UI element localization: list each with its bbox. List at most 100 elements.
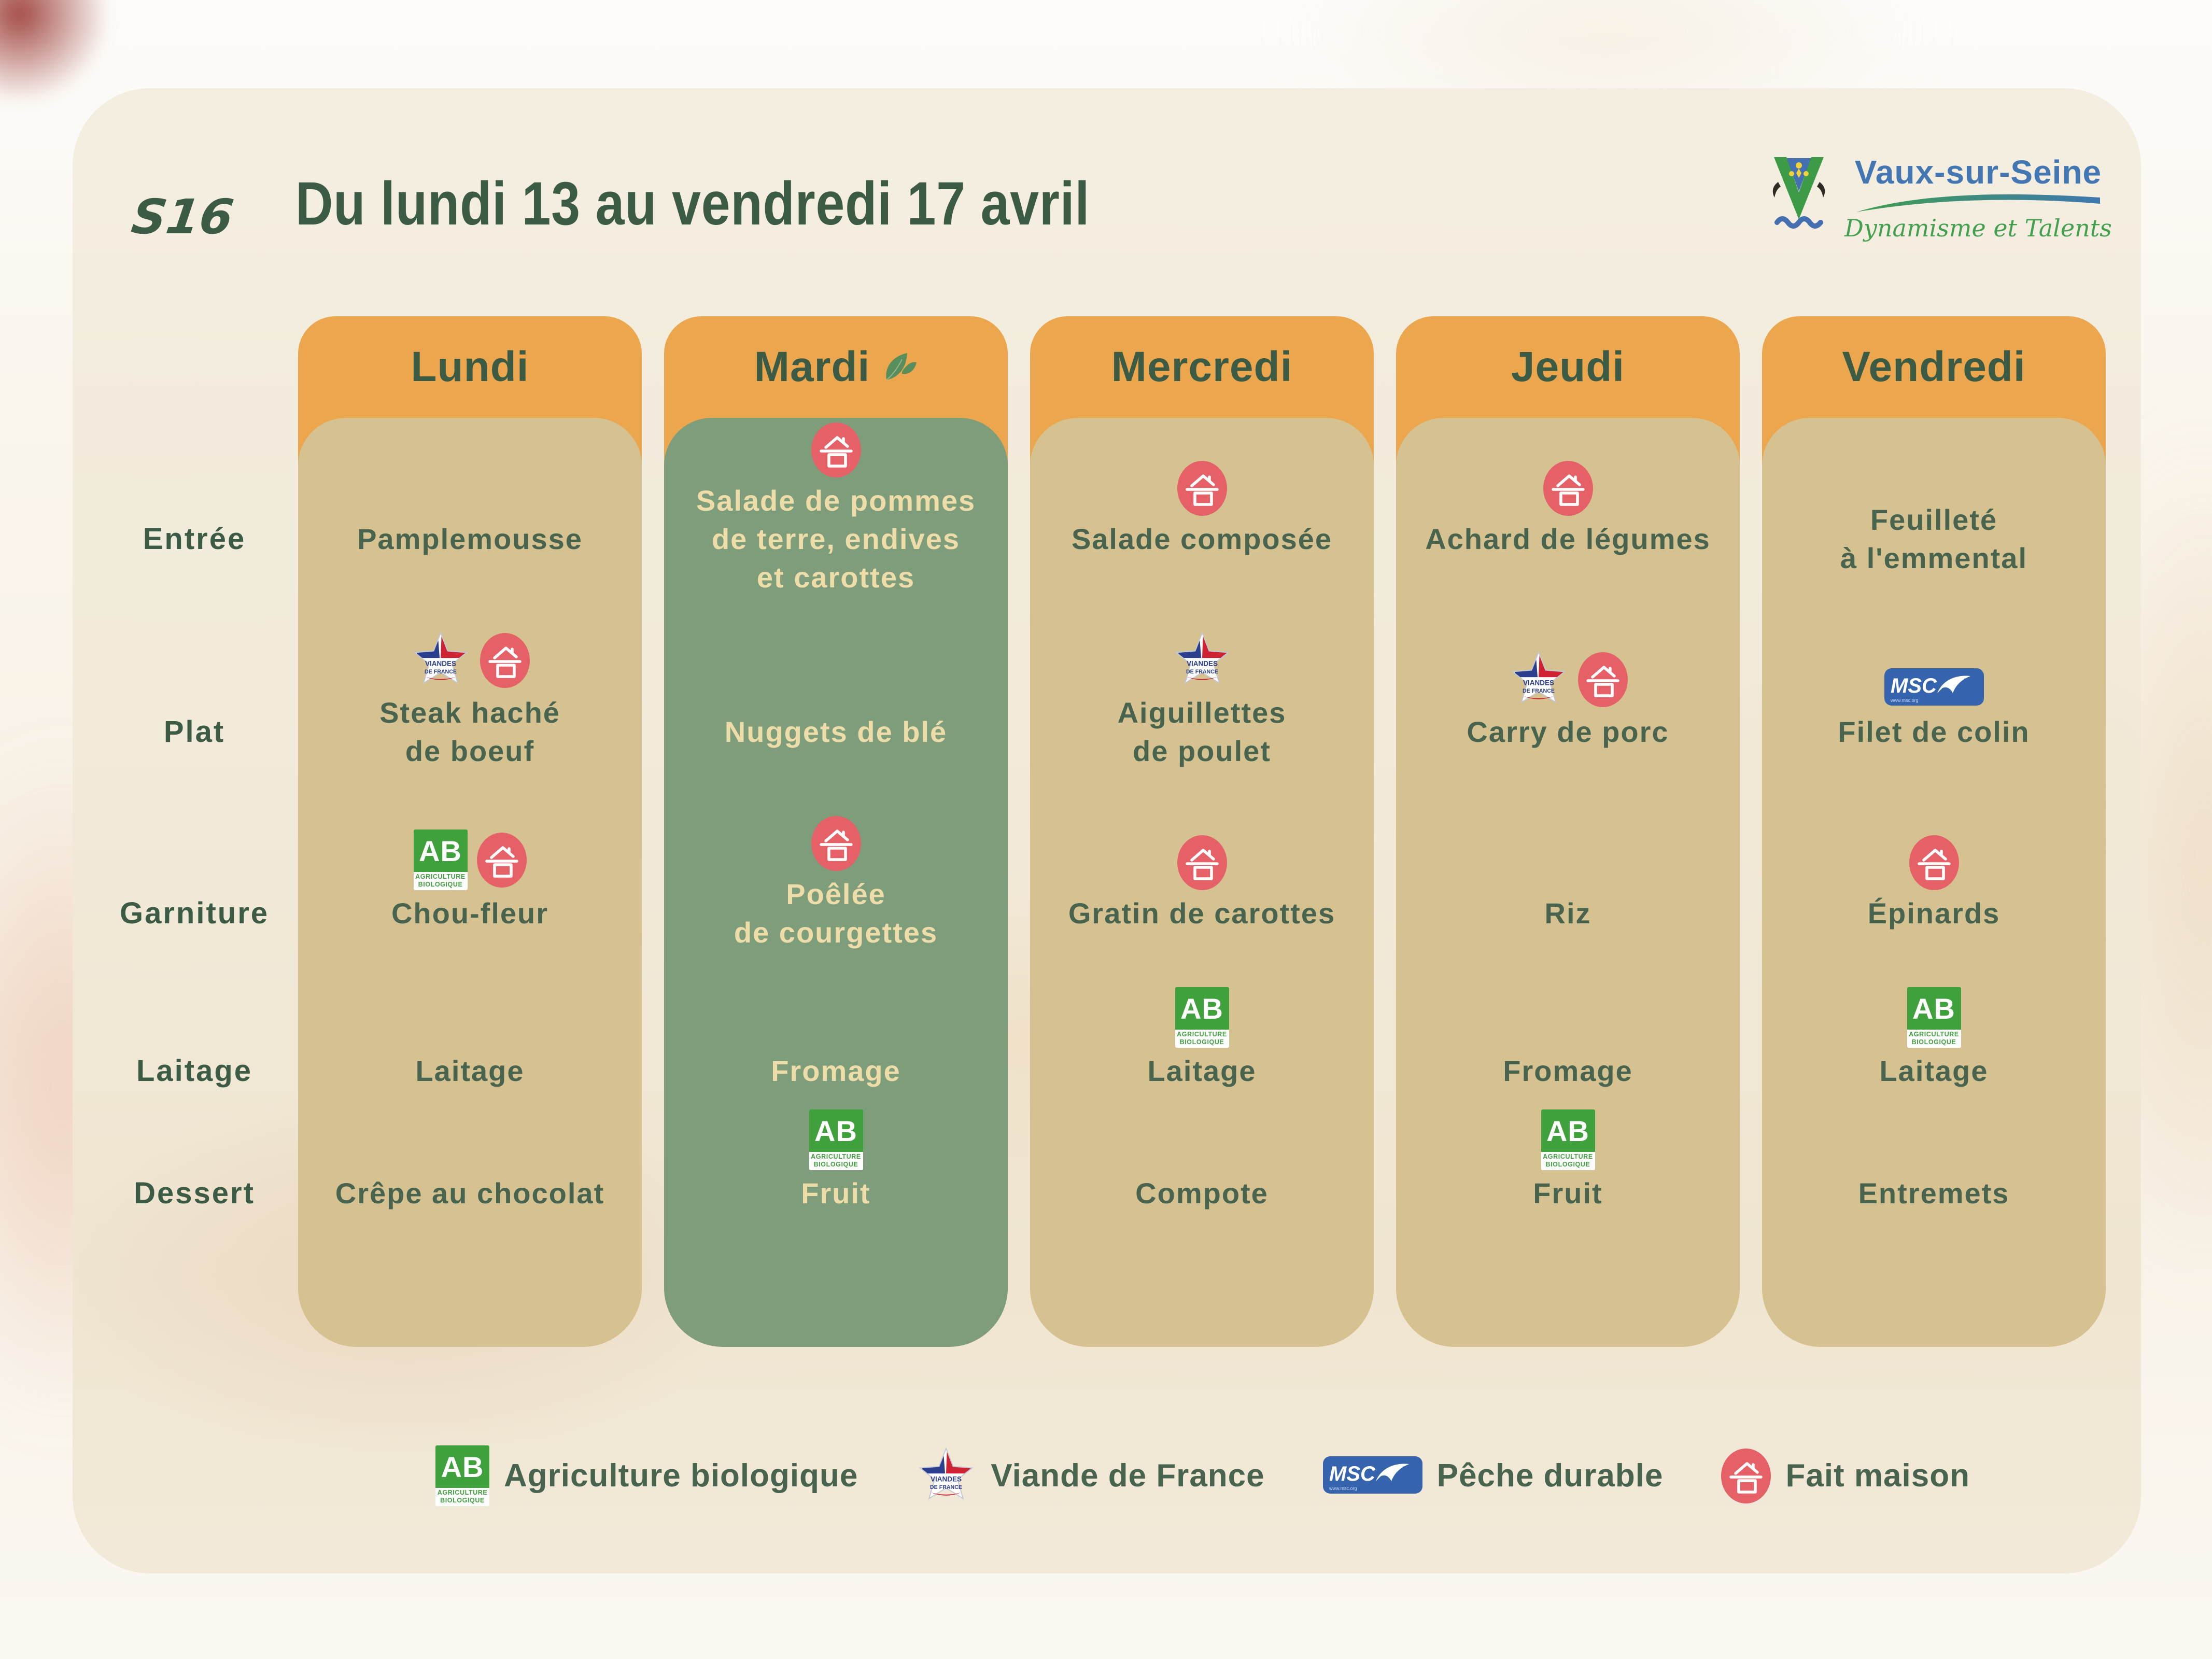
fait-maison-icon xyxy=(476,832,527,888)
ab-caption: AGRICULTURE BIOLOGIQUE xyxy=(1175,1030,1229,1048)
legend: AB AGRICULTURE BIOLOGIQUE Agriculture bio… xyxy=(298,1445,2107,1506)
swoosh-icon xyxy=(1856,194,2100,212)
food-line: Feuilleté xyxy=(1870,503,1998,536)
food-line: Carry de porc xyxy=(1467,715,1669,748)
ab-letters: AB xyxy=(413,830,468,872)
agriculture-biologique-icon: AB AGRICULTURE BIOLOGIQUE xyxy=(1175,987,1229,1048)
legend-label: Fait maison xyxy=(1785,1458,1970,1494)
day-column-vendredi: Vendredi Feuilleté à l'emmental MSC www.ms… xyxy=(1762,316,2106,1347)
legend-item-maison: Fait maison xyxy=(1721,1448,1970,1503)
menu-cell-mercredi-dessert: Compote xyxy=(1033,1174,1371,1213)
svg-text:VIANDES: VIANDES xyxy=(1186,660,1217,668)
row-label-laitage: Laitage xyxy=(136,1054,253,1088)
msc-icon: MSC www.msc.org xyxy=(1884,668,1984,706)
ab-letters: AB xyxy=(1907,987,1961,1030)
food-line: à l'emmental xyxy=(1840,542,2027,574)
fait-maison-icon xyxy=(1577,652,1628,707)
food-line: Steak haché xyxy=(379,696,560,729)
menu-cell-mercredi-plat: VIANDES DE FRANCE Aiguillettes de poulet xyxy=(1033,631,1371,770)
agriculture-biologique-icon: AB AGRICULTURE BIOLOGIQUE xyxy=(1907,987,1961,1048)
cell-icons xyxy=(1033,461,1371,516)
day-column-mercredi: Mercredi Salade composée VIANDES DE FRAN… xyxy=(1030,316,1374,1347)
menu-cell-lundi-dessert: Crêpe au chocolat xyxy=(301,1174,639,1213)
day-header-lundi: Lundi xyxy=(298,316,642,418)
ab-letters: AB xyxy=(809,1109,863,1152)
svg-text:DE FRANCE: DE FRANCE xyxy=(930,1484,962,1491)
food-line: Poêlée xyxy=(786,878,886,910)
ab-caption: AGRICULTURE BIOLOGIQUE xyxy=(435,1488,490,1506)
svg-text:DE FRANCE: DE FRANCE xyxy=(1523,688,1555,694)
commune-logo: Vaux-sur-Seine Dynamisme et Talents xyxy=(1763,153,2112,242)
food-line: Fruit xyxy=(1533,1177,1603,1210)
menu-cell-lundi-plat: VIANDES DE FRANCE Steak haché de boeuf xyxy=(301,631,639,770)
food-line: Compote xyxy=(1135,1177,1269,1210)
food-line: et carottes xyxy=(756,561,915,594)
menu-cell-jeudi-garniture: Riz xyxy=(1399,894,1737,933)
food-line: Laitage xyxy=(415,1055,525,1087)
svg-text:VIANDES: VIANDES xyxy=(1523,679,1554,687)
cell-icons: MSC www.msc.org xyxy=(1765,667,2103,709)
menu-cell-vendredi-dessert: Entremets xyxy=(1765,1174,2103,1213)
ab-caption: AGRICULTURE BIOLOGIQUE xyxy=(809,1152,863,1170)
day-label: Lundi xyxy=(411,343,529,390)
legend-item-viande: VIANDES DE FRANCE Viande de France xyxy=(916,1446,1265,1505)
svg-text:www.msc.org: www.msc.org xyxy=(1890,698,1919,703)
ab-caption: AGRICULTURE BIOLOGIQUE xyxy=(1907,1030,1961,1048)
food-line: Gratin de carottes xyxy=(1068,897,1336,930)
msc-icon: MSC www.msc.org xyxy=(1322,1456,1422,1494)
row-label-dessert: Dessert xyxy=(134,1176,255,1210)
ab-letters: AB xyxy=(1541,1109,1595,1152)
leaf-icon xyxy=(886,353,917,381)
cell-icons xyxy=(667,816,1005,871)
food-line: Filet de colin xyxy=(1838,715,2030,748)
day-label: Jeudi xyxy=(1511,343,1625,390)
fait-maison-icon xyxy=(1721,1448,1771,1503)
fait-maison-icon xyxy=(480,633,530,688)
menu-cell-mardi-plat: Nuggets de blé xyxy=(667,713,1005,751)
food-line: Salade composée xyxy=(1071,523,1333,555)
day-column-jeudi: Jeudi Achard de légumes VIANDES DE FRANC… xyxy=(1396,316,1740,1347)
day-panel-mardi xyxy=(664,418,1008,1347)
day-column-mardi: Mardi Salade de pommes de terre, endives e… xyxy=(664,316,1008,1347)
crest-icon xyxy=(1772,157,1825,229)
cell-icons: VIANDES DE FRANCE xyxy=(1399,651,1737,709)
menu-cell-lundi-entree: Pamplemousse xyxy=(301,520,639,558)
menu-cell-mardi-garniture: Poêlée de courgettes xyxy=(667,816,1005,952)
viande-de-france-icon: VIANDES DE FRANCE xyxy=(919,1446,974,1500)
cell-icons: AB AGRICULTURE BIOLOGIQUE xyxy=(667,1109,1005,1170)
cell-icons xyxy=(1765,835,2103,890)
logo-tagline: Dynamisme et Talents xyxy=(1844,214,2112,242)
day-header-mercredi: Mercredi xyxy=(1030,316,1374,418)
legend-item-msc: MSC www.msc.org Pêche durable xyxy=(1322,1455,1664,1497)
food-line: de boeuf xyxy=(405,735,535,767)
svg-text:VIANDES: VIANDES xyxy=(931,1475,962,1483)
food-line: Laitage xyxy=(1879,1055,1989,1087)
svg-text:DE FRANCE: DE FRANCE xyxy=(1186,669,1218,675)
menu-cell-mardi-entree: Salade de pommes de terre, endives et caro… xyxy=(667,423,1005,597)
ab-letters: AB xyxy=(1175,987,1229,1030)
food-line: de poulet xyxy=(1133,735,1271,767)
day-panel-jeudi xyxy=(1396,418,1740,1347)
menu-cell-jeudi-dessert: AB AGRICULTURE BIOLOGIQUE Fruit xyxy=(1399,1109,1737,1213)
menu-cell-lundi-laitage: Laitage xyxy=(301,1052,639,1090)
food-line: Chou-fleur xyxy=(391,897,549,930)
day-label: Vendredi xyxy=(1842,343,2026,390)
row-label-garniture: Garniture xyxy=(119,896,270,930)
legend-item-ab: AB AGRICULTURE BIOLOGIQUE Agriculture bio… xyxy=(435,1445,858,1506)
menu-cell-vendredi-plat: MSC www.msc.org Filet de colin xyxy=(1765,668,2103,751)
cell-icons: AB AGRICULTURE BIOLOGIQUE xyxy=(1399,1109,1737,1170)
food-line: Fromage xyxy=(1503,1055,1633,1087)
legend-label: Viande de France xyxy=(991,1458,1265,1494)
agriculture-biologique-icon: AB AGRICULTURE BIOLOGIQUE xyxy=(809,1109,863,1170)
viande-de-france-icon: VIANDES DE FRANCE xyxy=(1511,651,1566,704)
ab-letters: AB xyxy=(435,1445,490,1488)
cell-icons: VIANDES DE FRANCE xyxy=(1033,631,1371,690)
cell-icons: VIANDES DE FRANCE xyxy=(301,631,639,690)
agriculture-biologique-icon: AB AGRICULTURE BIOLOGIQUE xyxy=(1541,1109,1595,1170)
menu-cell-jeudi-laitage: Fromage xyxy=(1399,1052,1737,1090)
fait-maison-icon xyxy=(1177,835,1227,890)
food-line: Entremets xyxy=(1858,1177,2010,1210)
svg-text:DE FRANCE: DE FRANCE xyxy=(425,669,457,675)
fait-maison-icon xyxy=(811,423,861,477)
